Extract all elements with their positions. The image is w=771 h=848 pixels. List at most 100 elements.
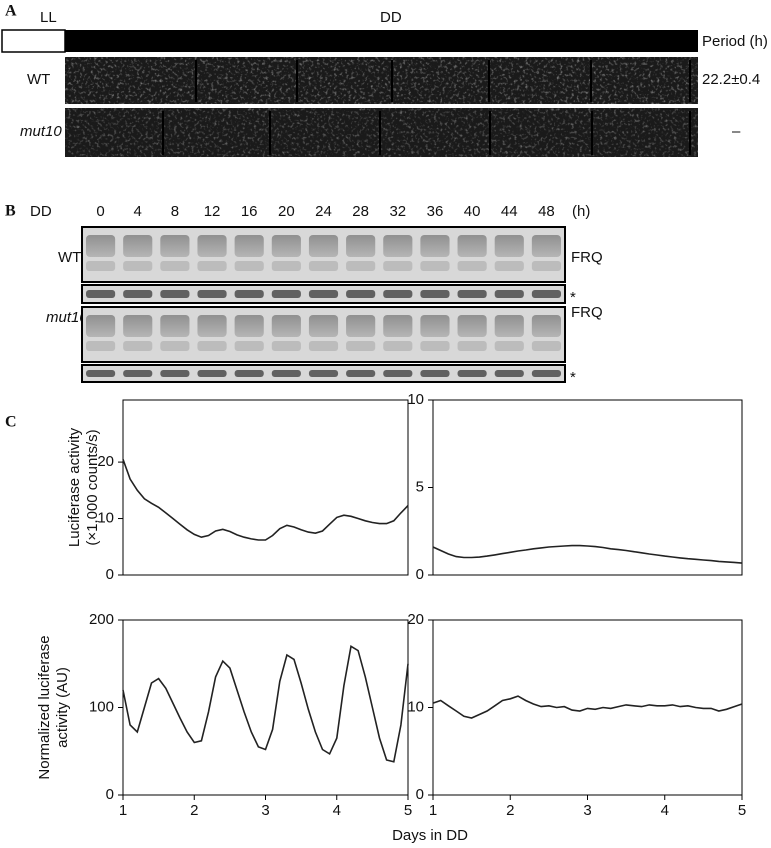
band — [197, 235, 227, 257]
strain-label: mut10 — [20, 123, 62, 140]
band — [346, 341, 376, 351]
y-tick-label: 10 — [97, 510, 114, 527]
band-label: FRQ — [571, 304, 603, 321]
y-axis-label: (×1,000 counts/s) — [84, 429, 101, 545]
unit-label: (h) — [572, 203, 590, 220]
y-tick-label: 20 — [97, 453, 114, 470]
band — [420, 341, 450, 351]
band — [271, 341, 301, 351]
y-axis-label: Luciferase activity — [66, 427, 83, 547]
data-line — [122, 459, 409, 541]
band-label: FRQ — [571, 249, 603, 266]
panel-label: A — [5, 3, 17, 20]
band — [123, 370, 153, 377]
panel-label: C — [5, 414, 17, 431]
band — [86, 261, 116, 271]
band — [160, 315, 190, 337]
period-value: 22.2±0.4 — [702, 71, 760, 88]
band — [494, 315, 524, 337]
band — [420, 290, 450, 298]
timepoint-label: 20 — [278, 203, 295, 220]
band — [531, 341, 561, 351]
y-tick-label: 10 — [407, 698, 424, 715]
band — [383, 341, 413, 351]
x-axis-label: Days in DD — [392, 827, 468, 844]
ll-label: LL — [40, 9, 57, 26]
plot-frame — [122, 619, 409, 796]
dd-label: DD — [380, 9, 402, 26]
band — [531, 235, 561, 257]
timepoint-label: 12 — [204, 203, 221, 220]
x-tick-label: 1 — [119, 802, 127, 819]
band — [457, 290, 487, 298]
y-tick-label: 10 — [407, 391, 424, 408]
band — [457, 261, 487, 271]
x-tick-label: 2 — [506, 802, 514, 819]
band — [308, 370, 339, 377]
band — [494, 235, 524, 257]
band — [420, 261, 450, 271]
y-tick-label: 20 — [407, 611, 424, 628]
band — [346, 290, 376, 298]
band — [308, 341, 339, 351]
band — [234, 341, 264, 351]
loading-label: * — [570, 369, 576, 386]
timepoint-label: 40 — [464, 203, 481, 220]
band — [457, 341, 487, 351]
band — [160, 290, 190, 298]
band — [86, 290, 116, 298]
y-axis-label: activity (AU) — [54, 667, 71, 748]
band — [494, 290, 524, 298]
band — [197, 341, 227, 351]
band — [494, 261, 524, 271]
timepoint-label: 16 — [241, 203, 258, 220]
dark-bar — [65, 30, 698, 52]
timepoint-label: 24 — [315, 203, 332, 220]
band — [234, 290, 264, 298]
strain-label: WT — [58, 249, 81, 266]
band — [86, 370, 116, 377]
y-axis-label: Normalized luciferase — [36, 635, 53, 779]
band — [346, 370, 376, 377]
band — [234, 235, 264, 257]
band — [160, 261, 190, 271]
band — [234, 370, 264, 377]
band — [308, 261, 339, 271]
band — [383, 315, 413, 337]
band — [531, 261, 561, 271]
y-tick-label: 5 — [416, 478, 424, 495]
timepoint-label: 4 — [134, 203, 142, 220]
band — [346, 235, 376, 257]
band — [420, 235, 450, 257]
race-tube — [65, 108, 698, 157]
strain-label: mut10 — [46, 309, 88, 326]
x-tick-label: 5 — [738, 802, 746, 819]
loading-label: * — [570, 289, 576, 306]
band — [420, 315, 450, 337]
band — [457, 315, 487, 337]
x-tick-label: 2 — [190, 802, 198, 819]
band — [160, 341, 190, 351]
band — [531, 370, 561, 377]
band — [86, 235, 116, 257]
data-line — [122, 645, 409, 763]
band — [197, 315, 227, 337]
x-tick-label: 3 — [583, 802, 591, 819]
band — [160, 235, 190, 257]
x-tick-label: 1 — [429, 802, 437, 819]
timepoint-label: 44 — [501, 203, 518, 220]
band — [271, 261, 301, 271]
race-tube — [65, 57, 698, 104]
band — [123, 341, 153, 351]
data-line — [432, 695, 743, 719]
panel-label: B — [5, 203, 16, 220]
band — [457, 235, 487, 257]
band — [160, 370, 190, 377]
timepoint-label: 0 — [96, 203, 104, 220]
plot-frame — [432, 399, 743, 576]
band — [123, 235, 153, 257]
band — [234, 315, 264, 337]
band — [123, 290, 153, 298]
period-value: – — [732, 123, 741, 140]
